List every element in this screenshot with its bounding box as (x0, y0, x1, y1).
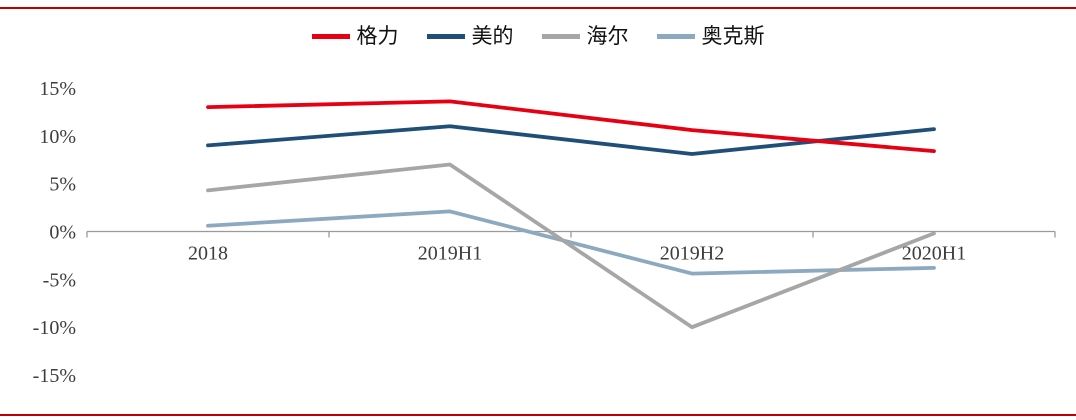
legend-label-meidi: 美的 (471, 24, 514, 48)
y-axis-tick-label: 15% (39, 78, 76, 100)
legend-label-haier: 海尔 (586, 24, 629, 48)
chart-legend: 格力 美的 海尔 奥克斯 (0, 26, 1076, 47)
y-axis-tick-label: -15% (33, 365, 76, 387)
y-axis-tick-label: 5% (49, 174, 76, 196)
y-axis-tick-label: 10% (39, 126, 76, 148)
legend-item-haier: 海尔 (541, 24, 629, 48)
legend-swatch-haier (541, 34, 580, 39)
series-line-奥克斯 (206, 209, 936, 276)
series-line-格力 (206, 99, 936, 154)
x-axis-tick-label: 2020H1 (902, 243, 966, 265)
legend-item-geli: 格力 (311, 24, 399, 48)
legend-label-geli: 格力 (356, 24, 399, 48)
y-axis-tick-label: 0% (49, 222, 76, 244)
legend-item-aokesi: 奥克斯 (656, 24, 765, 48)
x-axis-tick-label: 2019H1 (418, 243, 482, 265)
y-axis-tick-label: -5% (43, 269, 76, 291)
series-line-海尔 (206, 162, 936, 330)
legend-swatch-meidi (426, 34, 465, 39)
y-axis-tick-label: -10% (33, 317, 76, 339)
legend-swatch-geli (311, 34, 350, 39)
bottom-border-line (0, 414, 1076, 416)
legend-label-aokesi: 奥克斯 (701, 24, 765, 48)
x-axis-tick-label: 2019H2 (660, 243, 724, 265)
top-border-line (0, 7, 1076, 9)
x-axis-tick-label: 2018 (188, 243, 228, 265)
legend-swatch-aokesi (656, 34, 695, 39)
legend-item-meidi: 美的 (426, 24, 514, 48)
